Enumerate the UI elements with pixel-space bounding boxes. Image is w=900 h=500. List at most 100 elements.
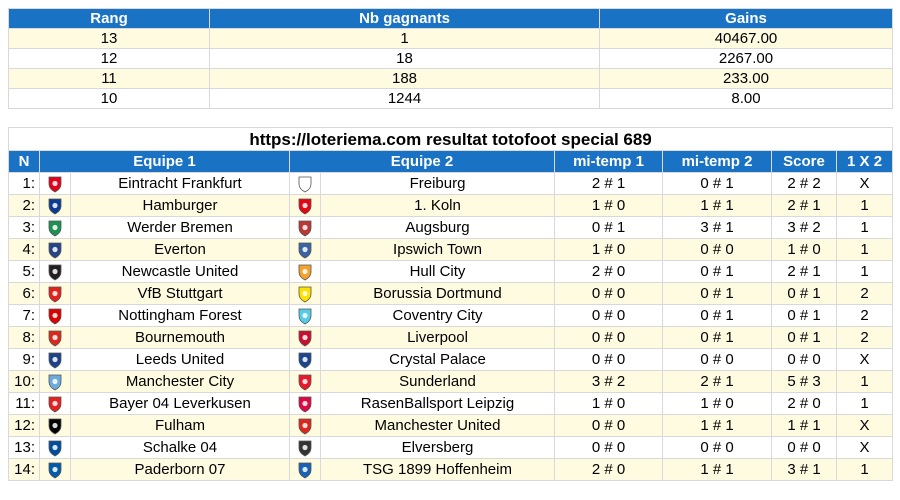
nottingham-forest-logo	[46, 307, 64, 325]
half-time-1-score: 1 # 0	[554, 238, 663, 261]
half-time-2-score: 2 # 1	[662, 370, 772, 393]
final-score: 0 # 1	[771, 326, 837, 349]
half-time-2-score: 0 # 0	[662, 238, 772, 261]
team-2-name: Liverpool	[320, 326, 555, 349]
team-logo-cell	[289, 194, 321, 217]
team-logo-cell	[289, 216, 321, 239]
team-logo-cell	[39, 238, 71, 261]
prize-rang: 13	[8, 28, 210, 49]
match-number: 7:	[8, 304, 40, 327]
header-rang: Rang	[8, 8, 210, 29]
team-1-name: Manchester City	[70, 370, 290, 393]
paderborn-logo	[46, 461, 64, 479]
team-1-name: Nottingham Forest	[70, 304, 290, 327]
half-time-1-score: 0 # 0	[554, 282, 663, 305]
final-score: 2 # 1	[771, 260, 837, 283]
koln-logo	[296, 197, 314, 215]
team-logo-cell	[289, 172, 321, 195]
match-number: 5:	[8, 260, 40, 283]
team-logo-cell	[289, 392, 321, 415]
final-score: 5 # 3	[771, 370, 837, 393]
result-1x2: 1	[835, 260, 894, 283]
half-time-2-score: 0 # 1	[662, 304, 772, 327]
manchester-city-logo	[46, 373, 64, 391]
augsburg-logo	[296, 219, 314, 237]
match-row: 11: Bayer 04 Leverkusen RasenBallsport Lei…	[8, 392, 894, 415]
prize-nb-gagnants: 1244	[209, 88, 600, 109]
final-score: 2 # 1	[771, 194, 837, 217]
result-1x2: 1	[835, 194, 894, 217]
half-time-1-score: 0 # 0	[554, 304, 663, 327]
header-equipe-2: Equipe 2	[289, 150, 555, 173]
team-2-name: TSG 1899 Hoffenheim	[320, 458, 555, 481]
team-logo-cell	[289, 304, 321, 327]
rb-leipzig-logo	[296, 395, 314, 413]
team-1-name: Newcastle United	[70, 260, 290, 283]
team-2-name: RasenBallsport Leipzig	[320, 392, 555, 415]
bayer-leverkusen-logo	[46, 395, 64, 413]
team-2-name: Crystal Palace	[320, 348, 555, 371]
freiburg-logo	[296, 175, 314, 193]
result-1x2: 1	[835, 238, 894, 261]
half-time-2-score: 0 # 1	[662, 260, 772, 283]
eintracht-frankfurt-logo	[46, 175, 64, 193]
header-score: Score	[771, 150, 837, 173]
half-time-2-score: 1 # 0	[662, 392, 772, 415]
prize-gains: 8.00	[599, 88, 893, 109]
prize-rang: 10	[8, 88, 210, 109]
half-time-1-score: 0 # 0	[554, 436, 663, 459]
team-2-name: 1. Koln	[320, 194, 555, 217]
team-logo-cell	[39, 216, 71, 239]
final-score: 0 # 0	[771, 348, 837, 371]
prize-gains: 2267.00	[599, 48, 893, 69]
match-number: 8:	[8, 326, 40, 349]
half-time-1-score: 2 # 0	[554, 458, 663, 481]
prize-row: 11 188 233.00	[8, 68, 893, 89]
final-score: 1 # 1	[771, 414, 837, 437]
half-time-1-score: 0 # 1	[554, 216, 663, 239]
prize-nb-gagnants: 1	[209, 28, 600, 49]
team-1-name: Fulham	[70, 414, 290, 437]
team-2-name: Coventry City	[320, 304, 555, 327]
team-logo-cell	[289, 282, 321, 305]
team-logo-cell	[289, 260, 321, 283]
result-1x2: 1	[835, 392, 894, 415]
team-logo-cell	[39, 436, 71, 459]
half-time-2-score: 0 # 1	[662, 282, 772, 305]
result-1x2: 1	[835, 370, 894, 393]
team-logo-cell	[289, 414, 321, 437]
prize-row: 12 18 2267.00	[8, 48, 893, 69]
team-logo-cell	[39, 392, 71, 415]
match-number: 2:	[8, 194, 40, 217]
prize-row: 10 1244 8.00	[8, 88, 893, 109]
result-1x2: 1	[835, 216, 894, 239]
header-n: N	[8, 150, 40, 173]
team-logo-cell	[39, 282, 71, 305]
manchester-united-logo	[296, 417, 314, 435]
half-time-1-score: 2 # 0	[554, 260, 663, 283]
header-equipe-1: Equipe 1	[39, 150, 290, 173]
results-header-row: N Equipe 1 Equipe 2 mi-temp 1 mi-temp 2 …	[8, 150, 894, 173]
result-1x2: X	[835, 414, 894, 437]
vfb-stuttgart-logo	[46, 285, 64, 303]
results-title-row: https://loteriema.com resultat totofoot …	[7, 127, 894, 151]
team-1-name: VfB Stuttgart	[70, 282, 290, 305]
crystal-palace-logo	[296, 351, 314, 369]
final-score: 1 # 0	[771, 238, 837, 261]
final-score: 3 # 2	[771, 216, 837, 239]
half-time-1-score: 0 # 0	[554, 326, 663, 349]
schalke-logo	[46, 439, 64, 457]
borussia-dortmund-logo	[296, 285, 314, 303]
sunderland-logo	[296, 373, 314, 391]
result-1x2: 2	[835, 282, 894, 305]
team-logo-cell	[39, 194, 71, 217]
team-2-name: Hull City	[320, 260, 555, 283]
